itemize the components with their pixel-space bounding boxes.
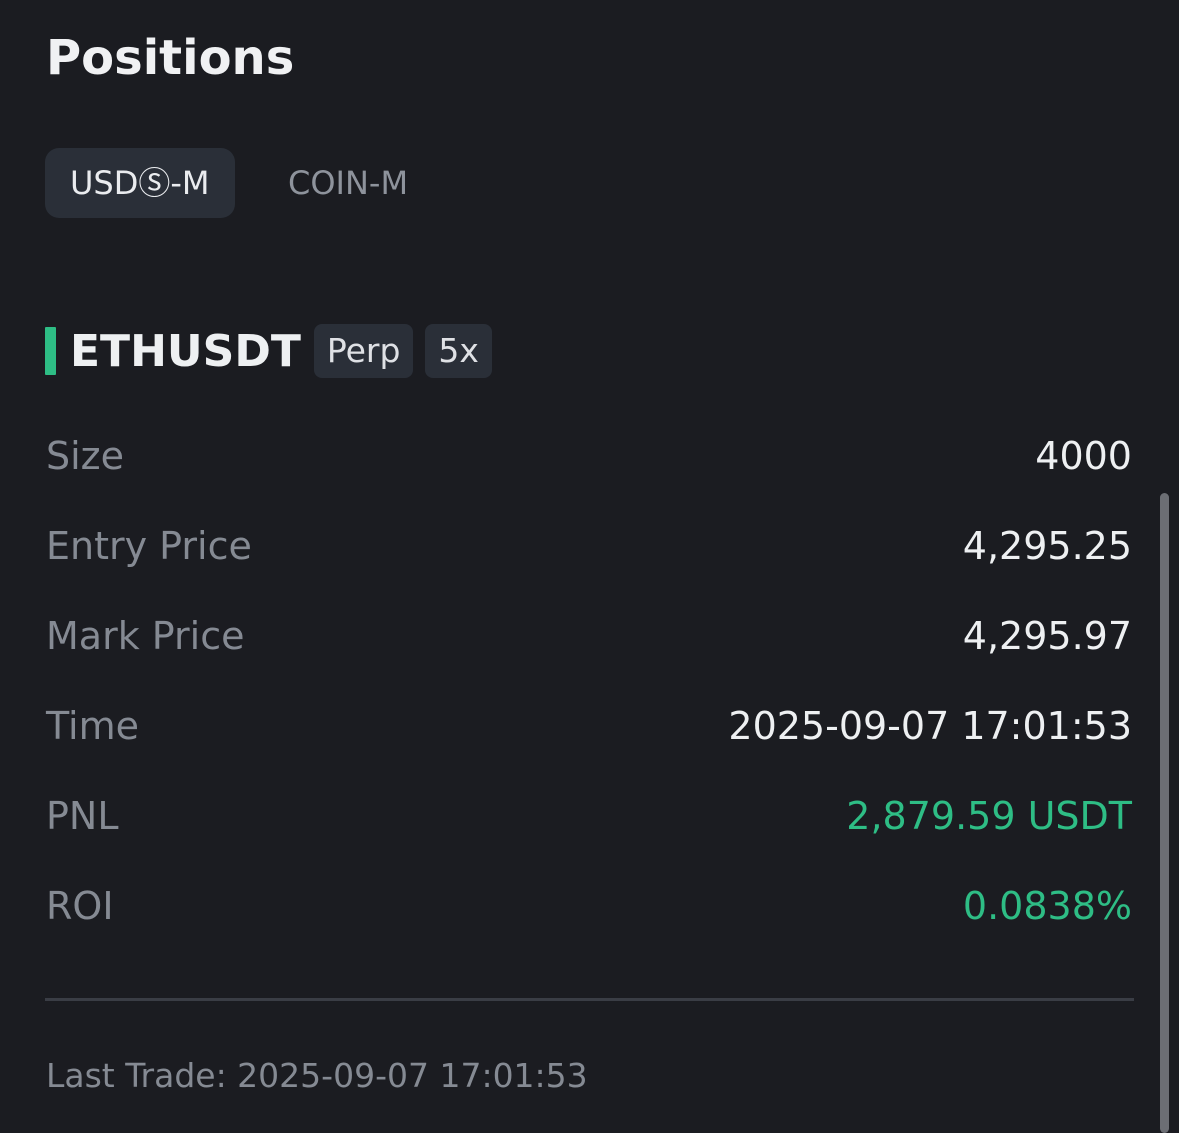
row-label: Entry Price [46, 524, 252, 568]
row-roi: ROI 0.0838% [46, 884, 1132, 928]
leverage-badge[interactable]: 5x [425, 324, 492, 378]
row-value: 4,295.25 [962, 524, 1132, 568]
row-label: PNL [46, 794, 119, 838]
row-time: Time 2025-09-07 17:01:53 [46, 704, 1132, 748]
row-size: Size 4000 [46, 434, 1132, 478]
row-value: 4000 [1035, 434, 1132, 478]
row-entry-price: Entry Price 4,295.25 [46, 524, 1132, 568]
row-label: Time [46, 704, 139, 748]
row-label: Size [46, 434, 125, 478]
row-label: ROI [46, 884, 114, 928]
last-trade-time: Last Trade: 2025-09-07 17:01:53 [46, 1056, 588, 1095]
scrollbar[interactable] [1160, 493, 1169, 1133]
position-header: ETHUSDT Perp 5x [45, 324, 504, 378]
divider [45, 998, 1134, 1001]
row-value: 0.0838% [962, 884, 1132, 928]
row-value: 4,295.97 [962, 614, 1132, 658]
symbol-name[interactable]: ETHUSDT [70, 325, 301, 377]
tab-coin-m[interactable]: COIN-M [288, 164, 409, 202]
row-value: 2025-09-07 17:01:53 [728, 704, 1132, 748]
contract-type-badge: Perp [313, 324, 414, 378]
tab-usds-m[interactable]: USDⓈ-M [45, 148, 235, 218]
page-title: Positions [46, 30, 295, 86]
row-value: 2,879.59 USDT [846, 794, 1132, 838]
long-indicator-bar [45, 327, 56, 375]
row-mark-price: Mark Price 4,295.97 [46, 614, 1132, 658]
row-pnl: PNL 2,879.59 USDT [46, 794, 1132, 838]
row-label: Mark Price [46, 614, 245, 658]
